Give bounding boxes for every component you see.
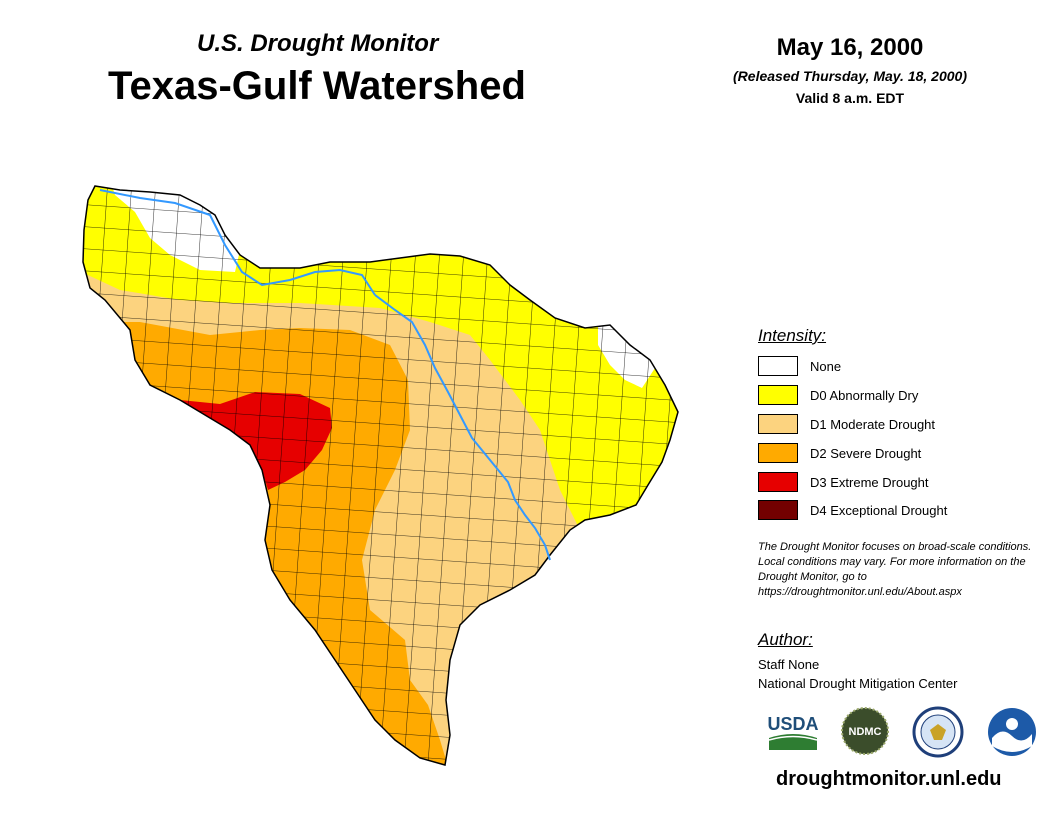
- legend-item-d1: D1 Moderate Drought: [758, 413, 935, 435]
- map-subtitle: U.S. Drought Monitor: [197, 30, 439, 57]
- legend-swatch-d3: [758, 472, 798, 492]
- legend-item-d4: D4 Exceptional Drought: [758, 499, 947, 521]
- legend-label-d4: D4 Exceptional Drought: [810, 502, 948, 518]
- legend-item-d3: D3 Extreme Drought: [758, 471, 929, 493]
- map-date: May 16, 2000: [776, 34, 924, 61]
- trinity-river: [374, 294, 551, 561]
- legend-swatch-d1: [758, 414, 798, 434]
- ndmc-logo: NDMC: [841, 707, 889, 755]
- legend-swatch-d4: [758, 500, 798, 520]
- legend-item-d0: D0 Abnormally Dry: [758, 384, 918, 406]
- legend-item-none: None: [758, 355, 841, 377]
- website-link[interactable]: droughtmonitor.unl.edu: [776, 768, 1002, 790]
- svg-text:USDA: USDA: [767, 714, 818, 734]
- legend-label-none: None: [810, 358, 842, 374]
- watershed-outline: [82, 185, 679, 766]
- author-org: National Drought Mitigation Center: [758, 676, 958, 691]
- author-title: Author:: [758, 630, 813, 649]
- red-river: [99, 189, 376, 296]
- legend-title: Intensity:: [758, 326, 827, 345]
- legend-label-d0: D0 Abnormally Dry: [810, 387, 919, 403]
- drought-areas: [83, 186, 678, 765]
- commerce-seal-icon: [912, 706, 964, 758]
- disclaimer-note: The Drought Monitor focuses on broad-sca…: [758, 541, 1032, 598]
- legend-item-d2: D2 Severe Drought: [758, 442, 921, 464]
- legend-swatch-none: [758, 356, 798, 376]
- author-name: Staff None: [758, 657, 820, 672]
- legend-swatch-d0: [758, 385, 798, 405]
- valid-time: Valid 8 a.m. EDT: [795, 90, 905, 106]
- noaa-logo: [988, 708, 1036, 756]
- legend-label-d1: D1 Moderate Drought: [810, 416, 936, 432]
- svg-text:NDMC: NDMC: [849, 726, 882, 738]
- legend-label-d2: D2 Severe Drought: [810, 445, 922, 461]
- legend-label-d3: D3 Extreme Drought: [810, 474, 929, 490]
- usda-logo: USDA: [767, 714, 819, 750]
- map-title: Texas-Gulf Watershed: [108, 64, 526, 108]
- county-lines: [83, 186, 678, 765]
- legend-swatch-d2: [758, 443, 798, 463]
- release-date: (Released Thursday, May. 18, 2000): [733, 68, 967, 84]
